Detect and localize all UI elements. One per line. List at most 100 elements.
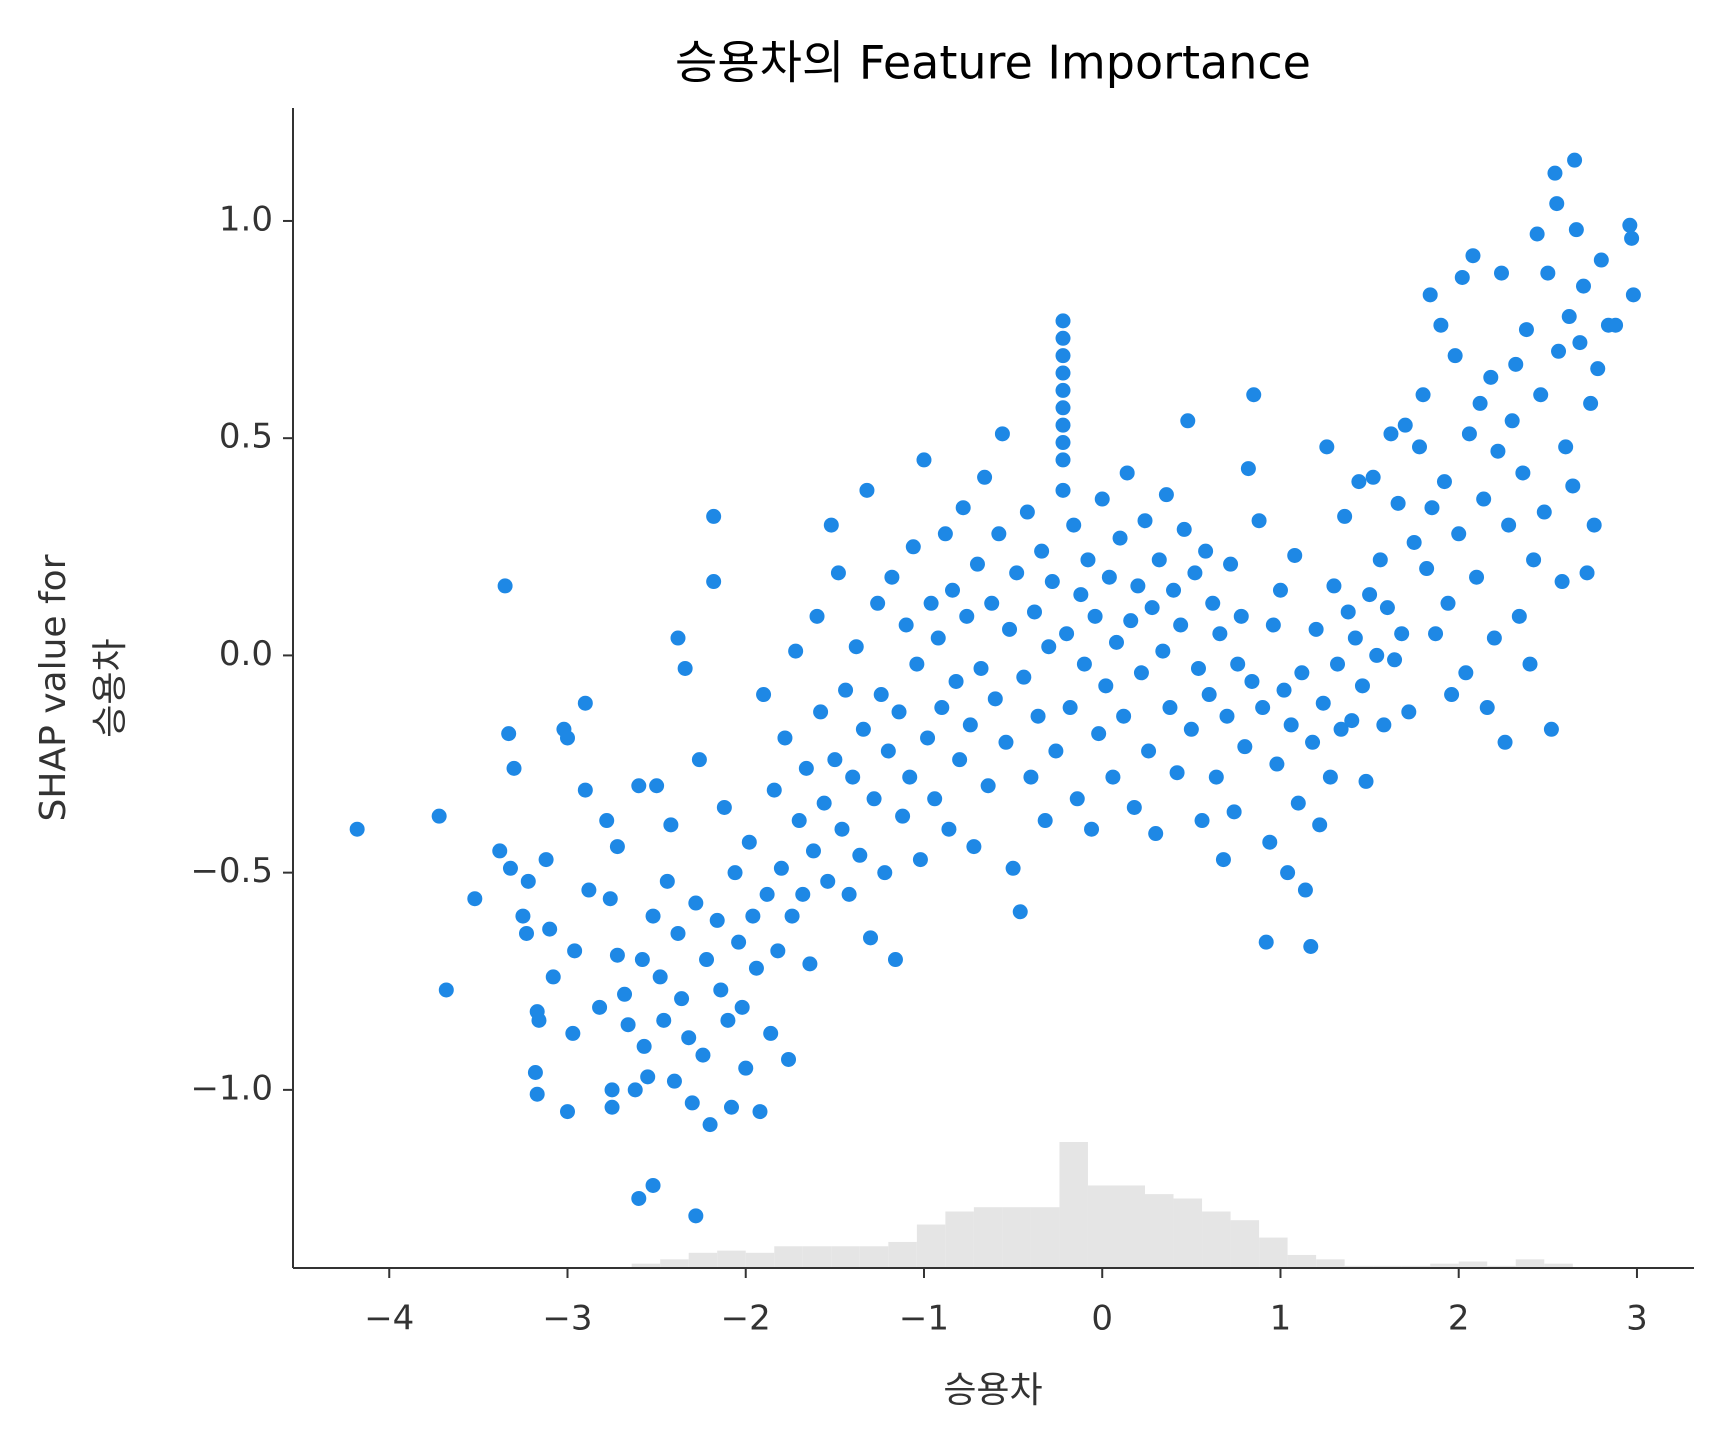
point	[1073, 587, 1089, 603]
point	[674, 991, 690, 1007]
point	[1351, 474, 1367, 490]
y-tick-label: −1.0	[190, 1068, 273, 1108]
point	[688, 1208, 704, 1224]
point	[1549, 196, 1565, 212]
point	[816, 795, 832, 811]
histogram-bar	[802, 1246, 832, 1268]
point	[1155, 643, 1171, 659]
point	[798, 760, 814, 776]
point	[1625, 287, 1641, 303]
point	[709, 912, 725, 928]
point	[1126, 799, 1142, 815]
point	[1372, 552, 1388, 568]
point	[1558, 439, 1574, 455]
histogram-bar	[1230, 1220, 1260, 1268]
point	[788, 643, 804, 659]
point	[1590, 361, 1606, 377]
point	[1297, 882, 1313, 898]
point	[1251, 513, 1267, 529]
histogram-bar	[1544, 1263, 1573, 1268]
point	[492, 843, 508, 859]
point	[1246, 387, 1262, 403]
x-tick-label: 1	[1270, 1299, 1292, 1339]
point	[941, 821, 957, 837]
point	[1069, 791, 1085, 807]
point	[1055, 417, 1071, 433]
point	[870, 595, 886, 611]
point	[727, 865, 743, 881]
point	[1116, 708, 1132, 724]
point	[1497, 734, 1513, 750]
point	[592, 999, 608, 1015]
point	[531, 1012, 547, 1028]
x-tick-label: −3	[542, 1299, 592, 1339]
point	[1059, 626, 1075, 642]
point	[1454, 269, 1470, 285]
point	[645, 1177, 661, 1193]
point	[1330, 656, 1346, 672]
x-tick-label: 3	[1626, 1299, 1648, 1339]
point	[945, 582, 961, 598]
point	[1554, 574, 1570, 590]
point	[670, 630, 686, 646]
point	[656, 1012, 672, 1028]
point	[1123, 613, 1139, 629]
point	[748, 960, 764, 976]
point	[1347, 630, 1363, 646]
point	[959, 608, 975, 624]
point	[1483, 369, 1499, 385]
histogram-bar	[1401, 1265, 1431, 1268]
point	[581, 882, 597, 898]
y-tick-label: 1.0	[219, 199, 273, 239]
point	[438, 982, 454, 998]
point	[640, 1069, 656, 1085]
point	[1536, 504, 1552, 520]
histogram-bar	[916, 1224, 946, 1268]
point	[688, 895, 704, 911]
point	[1183, 721, 1199, 737]
point	[1387, 652, 1403, 668]
point	[784, 908, 800, 924]
point	[1508, 356, 1524, 372]
point	[791, 813, 807, 829]
point	[1190, 660, 1206, 676]
point	[720, 1012, 736, 1028]
point	[766, 782, 782, 798]
point	[734, 999, 750, 1015]
point	[1412, 439, 1428, 455]
point	[1362, 587, 1378, 603]
point	[501, 726, 517, 742]
point	[663, 817, 679, 833]
point	[827, 752, 843, 768]
point	[1312, 817, 1328, 833]
point	[955, 500, 971, 516]
point	[649, 778, 665, 794]
point	[559, 1104, 575, 1120]
point	[1354, 678, 1370, 694]
x-tick-label: −1	[899, 1299, 949, 1339]
x-axis-label: 승용차	[943, 1370, 1042, 1411]
point	[677, 660, 693, 676]
point	[1337, 508, 1353, 524]
point	[634, 952, 650, 968]
point	[887, 952, 903, 968]
histogram-bar	[1116, 1185, 1146, 1268]
chart-title: 승용차의 Feature Importance	[675, 36, 1311, 90]
point	[1030, 708, 1046, 724]
point	[962, 717, 978, 733]
point	[1283, 717, 1299, 733]
point	[795, 886, 811, 902]
point	[702, 1117, 718, 1133]
point	[934, 700, 950, 716]
point	[1315, 695, 1331, 711]
point	[1265, 617, 1281, 633]
point	[1479, 700, 1495, 716]
point	[1201, 687, 1217, 703]
point	[609, 947, 625, 963]
point	[1169, 765, 1185, 781]
point	[1055, 382, 1071, 398]
point	[1490, 443, 1506, 459]
point	[1501, 517, 1517, 533]
point	[1472, 395, 1488, 411]
point	[927, 791, 943, 807]
